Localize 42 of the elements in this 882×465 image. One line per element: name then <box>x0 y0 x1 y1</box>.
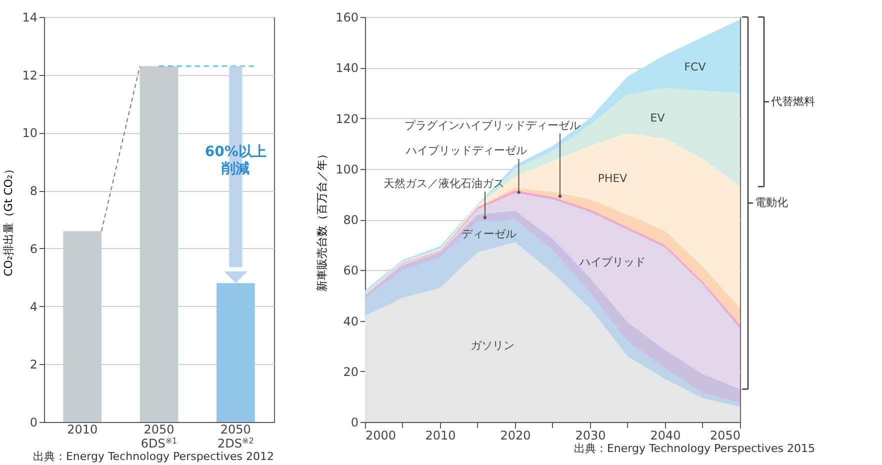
y-tick-label: 160 <box>336 10 358 24</box>
y-tick-label: 40 <box>343 314 358 328</box>
x-tick-label: 2020 <box>500 428 531 442</box>
y-axis-title: CO₂排出量（Gt CO₂） <box>2 164 16 276</box>
series-label: PHEV <box>598 172 628 185</box>
y-tick-label: 0 <box>350 416 358 430</box>
y-tick-label: 20 <box>343 364 358 379</box>
x-tick-label: 2010 <box>425 428 456 442</box>
y-tick-label: 4 <box>30 300 38 314</box>
x-tick-label: 2050 <box>710 428 740 442</box>
source-note: 出典：Energy Technology Perspectives 2015 <box>574 442 815 455</box>
x-tick-label: 2040 <box>650 428 681 442</box>
y-tick-label: 120 <box>336 112 358 126</box>
y-tick-label: 8 <box>30 184 38 198</box>
y-tick-label: 14 <box>22 10 38 24</box>
y-tick-label: 0 <box>30 416 38 430</box>
source-note: 出典：Energy Technology Perspectives 2012 <box>32 450 274 463</box>
annotation: 60%以上削減 <box>204 144 266 177</box>
text: 電動化 <box>755 196 788 210</box>
x-tick-label: 2000 <box>366 428 396 442</box>
text: ハイブリッドディーゼル <box>404 144 527 158</box>
x-tick-label: 2030 <box>575 428 606 442</box>
series-label: 天然ガス／液化石油ガス <box>383 177 504 190</box>
x-tick-label: 2050 6DS$^{※1}$ <box>140 422 178 450</box>
series-label: EV <box>650 111 666 124</box>
y-tick-label: 140 <box>336 61 358 76</box>
series-label: ハイブリッド <box>578 256 646 269</box>
y-tick-label: 2 <box>30 358 38 372</box>
series-label: ディーゼル <box>461 228 516 241</box>
y-tick-label: 80 <box>343 213 358 227</box>
text: プラグインハイブリッドディーゼル <box>404 118 580 132</box>
y-tick-label: 6 <box>30 242 38 256</box>
y-tick-label: 10 <box>22 126 38 140</box>
x-tick-label: 2010 <box>67 422 98 436</box>
y-tick-label: 100 <box>336 162 358 176</box>
y-tick-label: 60 <box>343 264 358 278</box>
series-label: FCV <box>684 60 706 74</box>
y-tick-label: 12 <box>22 68 38 82</box>
y-axis-title: 新車販売台数（百万台／年） <box>316 148 329 292</box>
text: 代替燃料 <box>770 94 815 108</box>
series-label: ガソリン <box>470 339 514 352</box>
x-tick-label: 2050 2DS$^{※2}$ <box>218 422 254 450</box>
